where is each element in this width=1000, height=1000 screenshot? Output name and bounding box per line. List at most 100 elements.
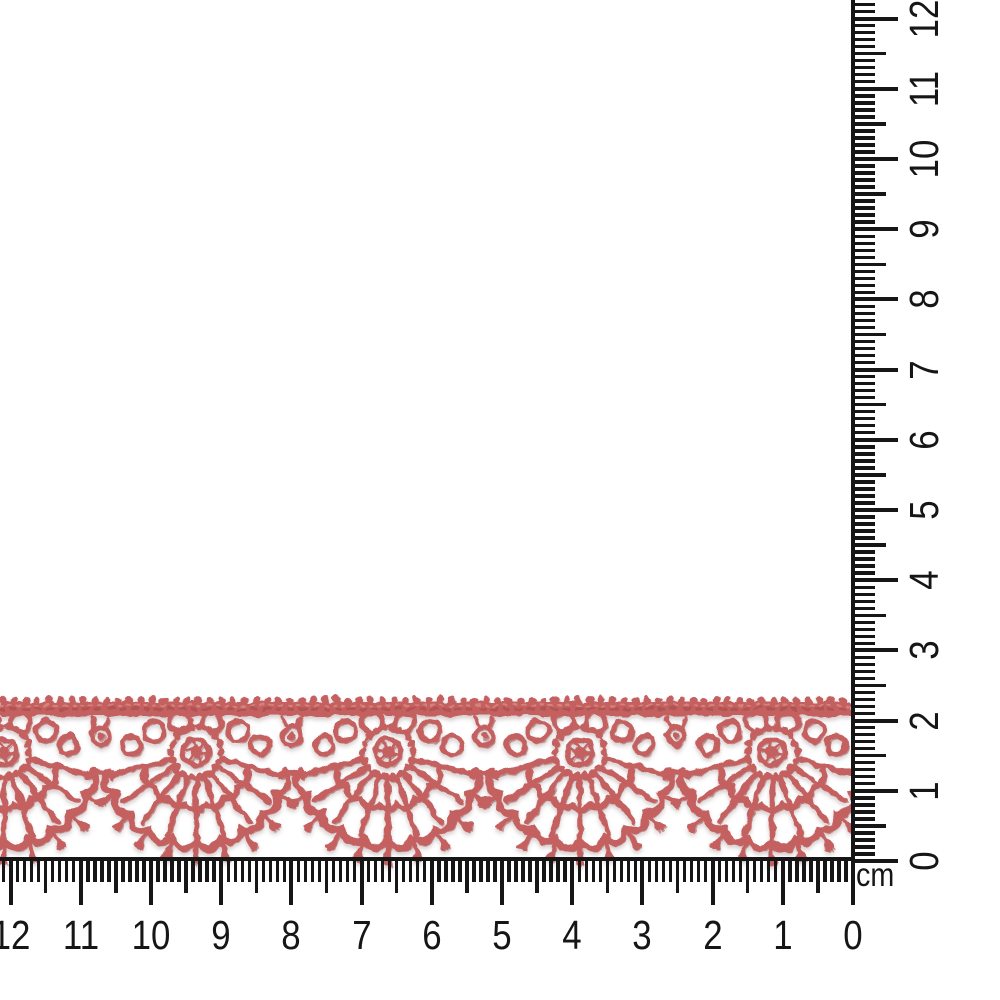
mm-tick xyxy=(852,452,875,456)
mm-tick xyxy=(852,290,875,295)
mm-tick xyxy=(852,94,875,98)
mm-tick xyxy=(852,466,875,470)
unit-label: cm xyxy=(856,856,895,893)
mm-tick xyxy=(852,761,875,765)
mm-tick xyxy=(852,73,875,77)
mm-tick xyxy=(852,248,875,252)
mm-tick xyxy=(852,768,875,772)
mm-tick xyxy=(852,676,875,681)
mm-tick xyxy=(852,374,875,379)
ruler-bottom-label: 11 xyxy=(62,912,99,958)
mm-tick xyxy=(852,697,875,702)
mm-tick xyxy=(852,150,875,154)
mm-tick xyxy=(852,360,875,365)
ruler-right-label: 11 xyxy=(900,70,947,107)
ruler-bottom-label: 8 xyxy=(281,912,302,958)
mm-tick xyxy=(852,431,875,435)
mm-tick xyxy=(852,627,875,632)
ruler-right-label: 12 xyxy=(900,0,947,39)
mm-tick xyxy=(852,606,875,610)
ruler-bottom-label: 6 xyxy=(422,912,442,958)
mm-tick xyxy=(852,410,875,414)
mm-tick xyxy=(852,199,875,203)
lace-main-layer xyxy=(0,696,851,866)
half-cm-tick xyxy=(852,122,886,126)
mm-tick xyxy=(852,311,875,316)
half-cm-tick xyxy=(852,403,886,407)
cm-tick xyxy=(852,227,898,232)
mm-tick xyxy=(852,23,875,28)
mm-tick xyxy=(852,459,875,463)
half-cm-tick xyxy=(852,473,886,477)
mm-tick xyxy=(852,30,875,35)
mm-tick xyxy=(852,585,875,589)
ruler-bottom-label: 7 xyxy=(351,912,372,958)
half-cm-tick xyxy=(852,262,886,266)
half-cm-tick xyxy=(852,824,886,828)
mm-tick xyxy=(852,213,875,217)
ruler-right-label: 5 xyxy=(900,500,947,520)
mm-tick xyxy=(852,669,875,674)
mm-tick xyxy=(852,44,875,49)
ruler-bottom-label: 5 xyxy=(492,912,512,958)
mm-tick xyxy=(852,529,875,533)
mm-tick xyxy=(852,283,875,288)
ruler-right-label: 8 xyxy=(900,289,947,310)
mm-tick xyxy=(852,711,875,716)
mm-tick xyxy=(852,269,875,273)
mm-tick xyxy=(852,746,875,751)
mm-tick xyxy=(852,704,875,709)
mm-tick xyxy=(852,494,875,498)
mm-tick xyxy=(852,620,875,624)
mm-tick xyxy=(852,143,875,147)
cm-tick xyxy=(852,788,898,793)
half-cm-tick xyxy=(852,192,886,196)
ruler-right-baseline xyxy=(851,0,856,861)
mm-tick xyxy=(852,108,875,112)
mm-tick xyxy=(852,634,875,639)
ruler-right-label: 1 xyxy=(900,781,947,801)
half-cm-tick xyxy=(852,543,886,547)
cm-tick xyxy=(852,507,898,513)
mm-tick xyxy=(852,185,875,189)
ruler-right-label: 10 xyxy=(900,139,947,179)
mm-tick xyxy=(852,810,875,814)
ruler-right-label: 2 xyxy=(900,710,947,731)
cm-tick xyxy=(850,859,856,905)
mm-tick xyxy=(852,129,875,133)
mm-tick xyxy=(852,501,875,505)
ruler-bottom-label: 4 xyxy=(562,912,582,958)
ruler-bottom-label: 3 xyxy=(632,912,653,958)
cm-tick xyxy=(852,648,898,653)
mm-tick xyxy=(852,37,875,42)
mm-tick xyxy=(852,641,875,646)
mm-tick xyxy=(852,353,875,358)
mm-tick xyxy=(852,725,875,730)
mm-tick xyxy=(852,381,875,386)
mm-tick xyxy=(852,346,875,351)
mm-tick xyxy=(852,101,875,105)
mm-tick xyxy=(852,164,875,168)
cm-tick xyxy=(852,86,898,91)
half-cm-tick xyxy=(852,332,886,337)
mm-tick xyxy=(852,571,875,575)
mm-tick xyxy=(852,796,875,800)
mm-tick xyxy=(852,599,875,603)
mm-tick xyxy=(852,782,875,786)
half-cm-tick xyxy=(852,683,886,688)
mm-tick xyxy=(852,9,875,14)
mm-tick xyxy=(852,339,875,344)
mm-tick xyxy=(852,80,875,84)
mm-tick xyxy=(852,66,875,70)
ruler-bottom-label: 9 xyxy=(211,912,231,958)
mm-tick xyxy=(852,388,875,393)
mm-tick xyxy=(852,845,875,849)
mm-tick xyxy=(852,318,875,323)
mm-tick xyxy=(852,550,875,554)
mm-tick xyxy=(852,424,875,428)
mm-tick xyxy=(852,325,875,330)
mm-tick xyxy=(852,803,875,807)
cm-tick xyxy=(852,718,898,723)
mm-tick xyxy=(852,557,875,561)
mm-tick xyxy=(852,592,875,596)
